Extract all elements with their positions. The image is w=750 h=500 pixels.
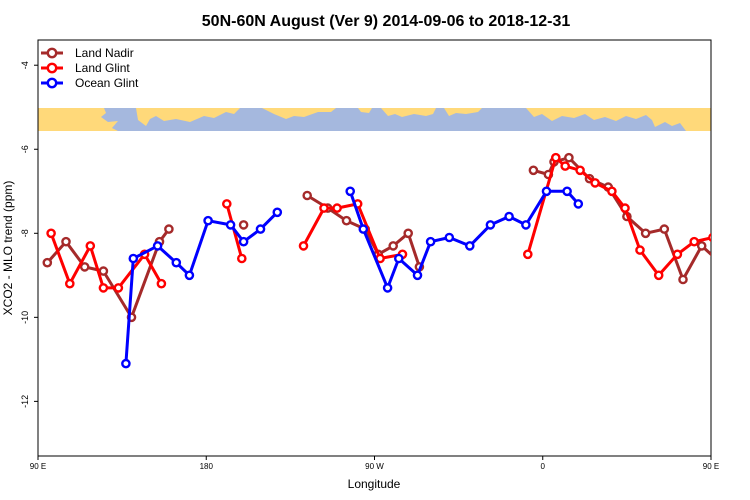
data-point <box>689 236 700 247</box>
map-band <box>38 108 711 131</box>
data-point <box>541 186 552 197</box>
data-point <box>696 241 707 251</box>
data-point <box>620 203 630 213</box>
data-point <box>485 220 496 230</box>
data-point <box>412 270 423 281</box>
x-tick-label: 90 E <box>30 462 46 471</box>
data-point <box>640 228 651 239</box>
y-axis-label: XCO2 - MLO trend (ppm) <box>1 181 15 316</box>
x-tick-label: 90 W <box>365 462 384 471</box>
data-point <box>425 236 436 247</box>
series-layer <box>42 152 711 369</box>
x-axis-label: Longitude <box>348 477 401 491</box>
data-point <box>238 236 249 247</box>
data-point <box>46 228 56 239</box>
y-tick-label: -4 <box>20 61 30 69</box>
data-point <box>236 253 247 264</box>
data-point <box>653 270 664 281</box>
data-point <box>551 152 561 163</box>
chart-title: 50N-60N August (Ver 9) 2014-09-06 to 201… <box>202 13 571 30</box>
data-point <box>164 224 174 234</box>
x-tick-label: 180 <box>200 462 214 471</box>
data-point <box>562 186 572 197</box>
data-point <box>528 165 539 176</box>
data-point <box>560 161 571 171</box>
y-tick-label: -12 <box>20 395 30 408</box>
y-tick-label: -6 <box>20 145 30 153</box>
data-point <box>121 358 131 369</box>
data-point <box>225 220 236 230</box>
data-point <box>590 178 600 188</box>
data-point <box>203 215 213 226</box>
data-point <box>152 241 163 251</box>
data-point <box>302 190 313 201</box>
data-point <box>575 165 585 176</box>
data-point <box>564 152 574 163</box>
data-point <box>184 270 195 281</box>
data-point <box>98 283 109 293</box>
legend-marker <box>46 47 58 59</box>
x-tick-label: 90 E <box>703 462 719 471</box>
data-point <box>393 253 404 264</box>
data-point <box>298 241 309 251</box>
data-point <box>85 241 96 251</box>
data-point <box>672 249 683 260</box>
y-axis: -4 -6 -8 -10 -12 <box>20 61 38 408</box>
data-point <box>382 283 393 293</box>
data-point <box>708 233 711 242</box>
series-line <box>124 211 279 364</box>
data-point <box>678 274 688 285</box>
series-line <box>348 189 580 290</box>
data-point <box>255 224 266 234</box>
data-point <box>523 249 533 260</box>
data-point <box>319 203 329 213</box>
data-point <box>659 224 670 234</box>
data-point <box>403 228 414 239</box>
data-point <box>79 262 90 272</box>
data-point <box>272 207 283 218</box>
data-point <box>345 186 356 197</box>
data-point <box>98 266 109 276</box>
data-point <box>171 257 182 268</box>
data-point <box>607 186 617 197</box>
data-point <box>358 224 369 234</box>
y-tick-label: -8 <box>20 229 30 237</box>
data-point <box>388 241 399 251</box>
legend-marker <box>46 62 58 74</box>
data-point <box>61 236 71 247</box>
data-point <box>464 241 475 251</box>
data-point <box>444 232 455 243</box>
data-point <box>65 278 75 289</box>
data-point <box>341 215 352 226</box>
legend-marker <box>46 77 58 89</box>
data-point <box>238 220 249 230</box>
data-point <box>42 257 53 268</box>
data-point <box>332 203 342 213</box>
legend-label: Ocean Glint <box>75 76 139 90</box>
data-point <box>221 199 232 209</box>
map-band-land <box>38 108 711 131</box>
y-tick-label: -10 <box>20 311 30 324</box>
data-point <box>128 253 139 264</box>
data-point <box>113 283 124 293</box>
data-point <box>504 211 514 222</box>
legend-label: Land Glint <box>75 61 130 75</box>
data-point <box>156 278 167 289</box>
series-ocean-glint <box>121 186 584 369</box>
series-land-glint <box>46 152 711 293</box>
legend-label: Land Nadir <box>75 46 134 60</box>
data-point <box>521 220 531 230</box>
x-axis: 90 E 180 90 W 0 90 E <box>30 456 719 471</box>
data-point <box>573 199 584 209</box>
x-tick-label: 0 <box>541 462 546 471</box>
data-point <box>635 245 645 255</box>
